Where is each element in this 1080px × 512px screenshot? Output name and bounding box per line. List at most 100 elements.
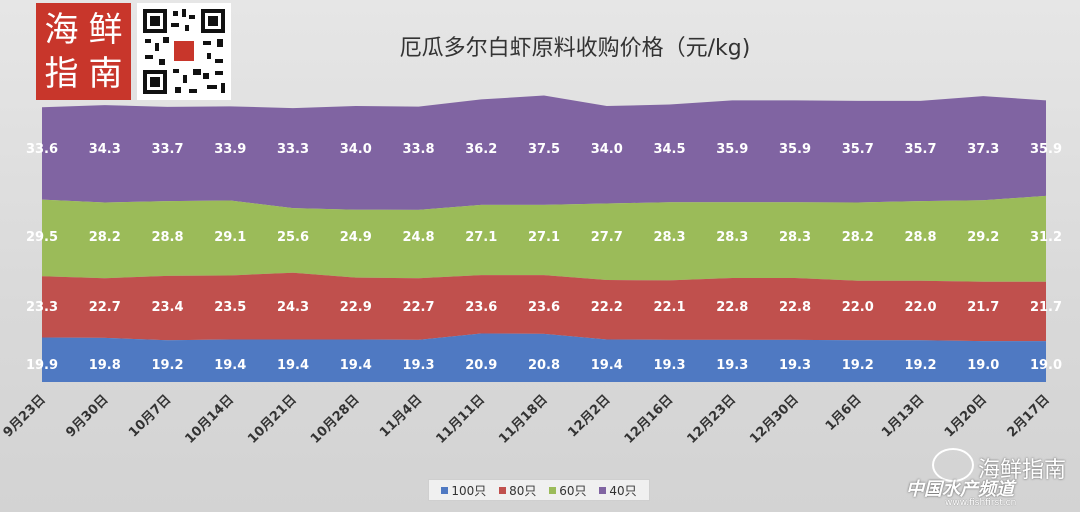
data-label: 27.1	[465, 230, 497, 245]
legend-label: 40只	[609, 483, 637, 498]
data-label: 37.5	[528, 142, 560, 157]
data-label: 33.6	[26, 142, 58, 157]
data-label: 31.2	[1030, 230, 1062, 245]
data-label: 19.9	[26, 358, 58, 373]
data-label: 20.8	[528, 358, 560, 373]
data-label: 24.8	[402, 230, 434, 245]
data-label: 24.3	[277, 300, 309, 315]
data-label: 28.8	[904, 230, 936, 245]
data-label: 19.0	[1030, 358, 1062, 373]
data-label: 19.3	[402, 358, 434, 373]
legend-label: 80只	[509, 483, 537, 498]
data-label: 23.3	[26, 300, 58, 315]
data-label: 22.0	[904, 300, 936, 315]
x-tick-label: 2月17日	[1005, 392, 1053, 440]
data-label: 28.2	[842, 230, 874, 245]
data-label: 33.7	[151, 142, 183, 157]
data-label: 27.7	[591, 230, 623, 245]
x-tick-label: 12月23日	[684, 392, 739, 447]
data-label: 22.7	[89, 300, 121, 315]
area-series-40只	[42, 95, 1046, 210]
x-tick-label: 1月13日	[879, 392, 927, 440]
data-label: 22.1	[653, 300, 685, 315]
logo-char: 鲜	[88, 9, 123, 50]
data-label: 19.3	[779, 358, 811, 373]
data-label: 23.5	[214, 300, 246, 315]
data-label: 28.3	[779, 230, 811, 245]
data-label: 34.5	[653, 142, 685, 157]
data-label: 37.3	[967, 142, 999, 157]
data-label: 19.2	[151, 358, 183, 373]
data-label: 35.9	[1030, 142, 1062, 157]
data-label: 34.3	[89, 142, 121, 157]
data-label: 29.5	[26, 230, 58, 245]
qr-code-image	[137, 3, 231, 100]
legend-swatch	[441, 486, 449, 494]
watermark-url: www.fishfirst.cn	[945, 498, 1017, 508]
data-label: 22.0	[842, 300, 874, 315]
legend-swatch	[599, 486, 607, 494]
data-label: 28.3	[716, 230, 748, 245]
x-tick-label: 10月28日	[308, 392, 363, 447]
data-label: 29.1	[214, 230, 246, 245]
x-tick-label: 10月21日	[245, 392, 300, 447]
data-label: 22.7	[402, 300, 434, 315]
data-label: 21.7	[967, 300, 999, 315]
legend-swatch	[549, 486, 557, 494]
legend-item-60: 60只	[549, 482, 587, 499]
data-label: 34.0	[340, 142, 372, 157]
data-label: 19.4	[214, 358, 246, 373]
data-label: 36.2	[465, 142, 497, 157]
legend-item-40: 40只	[599, 482, 637, 499]
data-label: 19.2	[842, 358, 874, 373]
brand-logo: 海 鲜 指 南	[36, 3, 131, 100]
data-label: 33.3	[277, 142, 309, 157]
data-label: 23.6	[528, 300, 560, 315]
data-label: 35.7	[904, 142, 936, 157]
x-tick-label: 10月14日	[182, 392, 237, 447]
data-label: 19.3	[716, 358, 748, 373]
area-series-100只	[42, 333, 1046, 382]
data-label: 19.0	[967, 358, 999, 373]
area-series-60只	[42, 195, 1046, 282]
data-label: 27.1	[528, 230, 560, 245]
data-label: 22.9	[340, 300, 372, 315]
wechat-icon	[931, 448, 974, 482]
data-label: 28.2	[89, 230, 121, 245]
legend-label: 60只	[559, 483, 587, 498]
data-label: 23.4	[151, 300, 183, 315]
data-label: 22.8	[779, 300, 811, 315]
data-label: 29.2	[967, 230, 999, 245]
data-label: 33.9	[214, 142, 246, 157]
data-label: 20.9	[465, 358, 497, 373]
data-label: 24.9	[340, 230, 372, 245]
data-label: 23.6	[465, 300, 497, 315]
data-label: 28.8	[151, 230, 183, 245]
area-series-80只	[42, 272, 1046, 342]
x-tick-label: 12月16日	[622, 392, 677, 447]
chart-legend: 100只 80只 60只 40只	[428, 479, 650, 501]
logo-char: 南	[88, 53, 123, 94]
data-label: 22.2	[591, 300, 623, 315]
legend-label: 100只	[451, 483, 487, 498]
legend-item-100: 100只	[441, 482, 486, 499]
data-label: 35.9	[779, 142, 811, 157]
data-label: 19.4	[591, 358, 623, 373]
logo-char: 指	[44, 53, 79, 94]
legend-item-80: 80只	[499, 482, 536, 499]
data-label: 19.2	[904, 358, 936, 373]
data-label: 35.9	[716, 142, 748, 157]
logo-char: 海	[44, 9, 79, 50]
watermark-channel: 中国水产频道	[906, 479, 1014, 500]
x-tick-label: 9月30日	[63, 392, 111, 440]
data-label: 19.3	[653, 358, 685, 373]
data-label: 34.0	[591, 142, 623, 157]
data-label: 28.3	[653, 230, 685, 245]
x-tick-label: 1月6日	[823, 392, 865, 434]
x-tick-label: 9月23日	[1, 392, 49, 440]
data-label: 35.7	[842, 142, 874, 157]
data-label: 19.8	[89, 358, 121, 373]
data-label: 19.4	[277, 358, 309, 373]
data-label: 25.6	[277, 230, 309, 245]
